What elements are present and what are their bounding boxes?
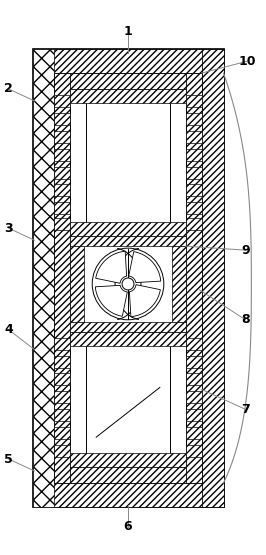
Bar [186, 131, 202, 143]
Bar [55, 131, 70, 143]
Bar [55, 73, 202, 89]
Bar [70, 453, 186, 467]
Bar [186, 337, 202, 350]
Bar [55, 445, 70, 457]
Bar [186, 149, 202, 160]
Bar [55, 95, 70, 107]
Bar [55, 166, 70, 179]
Bar [186, 203, 202, 214]
Bar [55, 113, 70, 125]
Bar [55, 218, 70, 230]
Bar [186, 184, 202, 196]
Bar [70, 236, 186, 246]
Bar [55, 337, 70, 350]
Bar [70, 89, 186, 103]
Bar [32, 483, 223, 507]
Bar [70, 236, 186, 332]
Bar [70, 223, 186, 236]
Text: 4: 4 [4, 323, 13, 336]
Bar [70, 89, 186, 236]
Text: 1: 1 [124, 25, 132, 38]
Text: 7: 7 [241, 403, 250, 416]
Text: 8: 8 [241, 313, 250, 326]
Bar [32, 49, 223, 73]
Text: 3: 3 [4, 222, 13, 235]
Bar [70, 246, 84, 322]
Bar [55, 149, 70, 160]
Bar [186, 73, 202, 483]
Text: 10: 10 [239, 54, 256, 68]
Bar [55, 391, 70, 403]
Bar [55, 467, 202, 483]
Bar [55, 203, 70, 214]
Bar [55, 427, 70, 439]
Bar [186, 427, 202, 439]
Text: 6: 6 [124, 520, 132, 533]
Bar [55, 73, 70, 483]
Bar [70, 332, 186, 467]
Polygon shape [95, 285, 127, 316]
Polygon shape [96, 251, 127, 283]
Bar [32, 49, 55, 507]
Text: 9: 9 [241, 244, 250, 256]
Polygon shape [129, 285, 160, 317]
Bar [55, 374, 70, 385]
Bar [186, 113, 202, 125]
Bar [186, 356, 202, 367]
Bar [172, 246, 186, 322]
Bar [186, 95, 202, 107]
Bar [186, 409, 202, 421]
Bar [186, 374, 202, 385]
Bar [186, 218, 202, 230]
Text: 5: 5 [4, 452, 13, 466]
Text: 2: 2 [4, 83, 13, 95]
Bar [186, 445, 202, 457]
Polygon shape [129, 251, 161, 282]
Bar [70, 322, 186, 332]
Bar [55, 409, 70, 421]
Circle shape [122, 278, 134, 290]
Bar [86, 89, 170, 236]
Bar [55, 184, 70, 196]
Bar [55, 356, 70, 367]
Bar [86, 332, 170, 467]
Bar [32, 49, 223, 507]
Bar [70, 332, 186, 346]
Bar [186, 391, 202, 403]
Bar [186, 166, 202, 179]
Bar [202, 49, 223, 507]
